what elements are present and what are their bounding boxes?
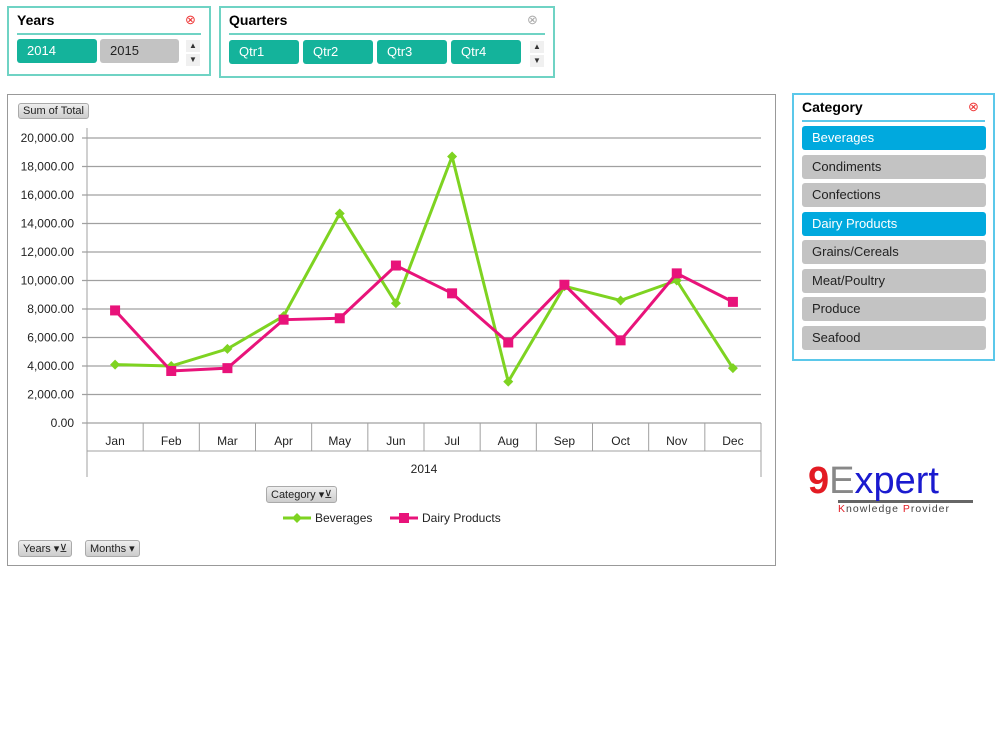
- slicer-item-beverages[interactable]: Beverages: [802, 126, 986, 150]
- x-tick-label: Mar: [217, 434, 238, 448]
- months-field-button[interactable]: Months ▾: [85, 540, 140, 557]
- years-field-button[interactable]: Years ▾⊻: [18, 540, 73, 557]
- data-point: [334, 208, 345, 219]
- slicer-item-2014[interactable]: 2014: [17, 39, 97, 63]
- data-point: [671, 268, 682, 279]
- filter-icon: ▾⊻: [53, 543, 68, 555]
- scroll-up-icon[interactable]: ▲: [186, 40, 200, 52]
- x-tick-label: Feb: [161, 434, 182, 448]
- clear-filter-icon[interactable]: ⊗: [968, 99, 979, 114]
- slicer-item-qtr3[interactable]: Qtr3: [377, 40, 447, 64]
- divider: [802, 120, 985, 122]
- y-tick-label: 2,000.00: [27, 388, 74, 402]
- data-point: [615, 295, 626, 306]
- slicer-item-qtr4[interactable]: Qtr4: [451, 40, 521, 64]
- y-tick-label: 8,000.00: [27, 302, 74, 316]
- y-tick-label: 16,000.00: [21, 188, 75, 202]
- value-field-button[interactable]: Sum of Total: [18, 103, 89, 119]
- slicer-item-dairy-products[interactable]: Dairy Products: [802, 211, 986, 236]
- years-field-label: Years: [23, 543, 51, 555]
- logo: 9Expert Knowledge Provider: [808, 462, 973, 517]
- data-point: [110, 359, 121, 370]
- legend-field-button[interactable]: Category ▾⊻: [266, 486, 338, 503]
- legend-label: Dairy Products: [422, 511, 501, 525]
- x-tick-label: Jun: [386, 434, 405, 448]
- slicer-item-meat-poultry[interactable]: Meat/Poultry: [802, 268, 986, 293]
- dropdown-icon: ▾: [129, 543, 135, 555]
- scroll-down-icon[interactable]: ▼: [186, 54, 200, 66]
- slicer-item-condiments[interactable]: Condiments: [802, 154, 986, 179]
- data-point: [727, 296, 738, 307]
- x-tick-label: Apr: [274, 434, 293, 448]
- data-point: [278, 314, 289, 325]
- x-tick-label: Jul: [444, 434, 459, 448]
- y-tick-label: 20,000.00: [21, 131, 75, 145]
- legend-field-label: Category: [271, 489, 316, 501]
- chart-plot: 0.00 2,000.00 4,000.00 6,000.00 8,000.00 10,0…: [21, 128, 762, 525]
- slicer-item-grains-cereals[interactable]: Grains/Cereals: [802, 240, 986, 264]
- scroll-down-icon[interactable]: ▼: [530, 55, 544, 67]
- slicer-item-qtr1[interactable]: Qtr1: [229, 40, 299, 64]
- data-point: [390, 298, 401, 309]
- data-point: [503, 376, 514, 387]
- series-line-beverages: [115, 151, 735, 386]
- x-tick-label: Oct: [611, 434, 630, 448]
- quarters-slicer-title: Quarters: [229, 12, 288, 28]
- x-tick-label: Sep: [554, 434, 576, 448]
- data-point: [559, 279, 570, 290]
- y-tick-label: 18,000.00: [21, 160, 75, 174]
- y-tick-label: 6,000.00: [27, 331, 74, 345]
- slicer-item-seafood[interactable]: Seafood: [802, 325, 986, 350]
- data-point: [727, 363, 738, 374]
- data-point: [447, 151, 458, 162]
- y-tick-label: 4,000.00: [27, 359, 74, 373]
- slicer-item-2015[interactable]: 2015: [100, 39, 179, 63]
- data-point: [110, 305, 121, 316]
- y-tick-label: 12,000.00: [21, 245, 75, 259]
- y-tick-label: 0.00: [51, 416, 75, 430]
- divider: [17, 33, 201, 35]
- data-point: [447, 288, 458, 299]
- filter-icon: ▾⊻: [318, 489, 333, 501]
- legend-label: Beverages: [315, 511, 372, 525]
- y-tick-label: 14,000.00: [21, 217, 75, 231]
- category-slicer: Category ⊗ Beverages Condiments Confection…: [792, 93, 995, 361]
- data-point: [334, 313, 345, 324]
- x-tick-label: May: [328, 434, 351, 448]
- x-group-label: 2014: [411, 462, 438, 476]
- slicer-item-produce[interactable]: Produce: [802, 297, 986, 321]
- legend-marker: [292, 513, 302, 523]
- y-tick-label: 10,000.00: [21, 274, 75, 288]
- data-point: [222, 363, 233, 374]
- pivot-chart: Sum of Total 0.00 2,000.00 4,000.00 6,000.0…: [7, 94, 776, 566]
- x-tick-label: Nov: [666, 434, 687, 448]
- clear-filter-icon[interactable]: ⊗: [185, 12, 196, 27]
- data-point: [166, 365, 177, 376]
- category-slicer-title: Category: [802, 99, 863, 115]
- series-line-dairy-products: [113, 263, 734, 373]
- x-tick-label: Jan: [105, 434, 124, 448]
- years-slicer: Years ⊗ 2014 2015 ▲ ▼: [7, 6, 211, 76]
- x-tick-label: Aug: [498, 434, 519, 448]
- x-tick-label: Dec: [722, 434, 743, 448]
- data-point: [390, 260, 401, 271]
- clear-filter-icon[interactable]: ⊗: [527, 12, 538, 27]
- data-point: [222, 343, 233, 354]
- quarters-slicer: Quarters ⊗ Qtr1 Qtr2 Qtr3 Qtr4 ▲ ▼: [219, 6, 555, 78]
- data-point: [615, 335, 626, 346]
- months-field-label: Months: [90, 543, 127, 555]
- slicer-item-confections[interactable]: Confections: [802, 183, 986, 207]
- divider: [229, 33, 545, 35]
- legend-marker: [399, 513, 409, 523]
- years-slicer-title: Years: [17, 12, 55, 28]
- data-point: [503, 337, 514, 348]
- scroll-up-icon[interactable]: ▲: [530, 41, 544, 53]
- slicer-item-qtr2[interactable]: Qtr2: [303, 40, 373, 64]
